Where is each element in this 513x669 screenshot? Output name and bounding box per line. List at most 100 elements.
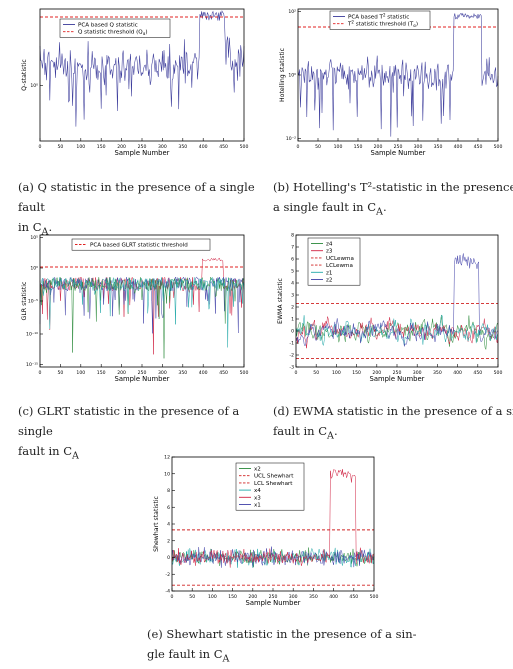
y-tick-label: 4 — [167, 522, 170, 528]
q-statistic-chart: 0 50 100 150 200 250 300 350 400 450 500 10⁰ Sample … — [21, 8, 249, 157]
legend-label: LCL Shewhart — [254, 481, 293, 487]
x-tick-label: 0 — [39, 144, 42, 150]
caption-a: (a) Q statistic in the presence of a sin… — [18, 177, 268, 242]
x-tick-label: 250 — [138, 370, 147, 376]
y-tick-label: 10 — [164, 471, 170, 477]
legend-b — [329, 10, 431, 30]
legend-c — [71, 238, 211, 251]
y-tick-label: 10⁻⁵ — [28, 299, 38, 305]
caption-e-line1: (e) Shewhart statistic in the presence o… — [147, 627, 417, 641]
x-tick-label: 400 — [453, 370, 462, 376]
x-tick-label: 250 — [394, 144, 403, 150]
chart-panel-c: 0 50 100 150 200 250 300 350 400 450 500 10⁵ 10⁰ 10⁻⁵… — [20, 229, 252, 387]
y-tick-label: 10⁰ — [30, 83, 38, 89]
hotelling-statistic-line — [297, 12, 499, 137]
glrt-statistic-line — [39, 277, 245, 348]
x-tick-label: 300 — [158, 144, 167, 150]
legend-d — [307, 237, 361, 286]
y-tick-label: 10⁰ — [30, 266, 38, 272]
x-tick-label: 500 — [240, 144, 249, 150]
y-tick-label: 12 — [164, 455, 170, 461]
y-tick-label: 5 — [291, 269, 294, 275]
legend-label: z3 — [326, 249, 333, 255]
x-tick-label: 350 — [434, 144, 443, 150]
x-tick-label: 500 — [370, 594, 379, 600]
x-tick-label: 350 — [309, 594, 318, 600]
y-axis-label: Shewhart statistic — [153, 496, 160, 552]
caption-d: (d) EWMA statistic in the presence of a … — [273, 401, 513, 446]
legend-label: UCL Shewhart — [254, 474, 294, 480]
caption-b-line1: (b) Hotelling's T²-statistic in the pres… — [273, 180, 513, 194]
ewma-statistic-line — [295, 315, 499, 351]
x-tick-label: 500 — [494, 370, 503, 376]
x-tick-label: 50 — [189, 594, 195, 600]
x-tick-label: 200 — [372, 370, 381, 376]
y-tick-label: 1 — [291, 317, 294, 323]
caption-d-line1: (d) EWMA statistic in the presence of a … — [273, 404, 513, 418]
x-tick-label: 450 — [349, 594, 358, 600]
legend-label: LCLewma — [326, 263, 353, 269]
x-tick-label: 450 — [474, 144, 483, 150]
plot-frame — [39, 234, 245, 368]
y-tick-label: 10⁻¹⁵ — [26, 362, 38, 368]
x-tick-label: 150 — [228, 594, 237, 600]
x-tick-label: 0 — [295, 370, 298, 376]
y-tick-label: -2 — [165, 572, 170, 578]
x-tick-label: 150 — [97, 144, 106, 150]
x-tick-label: 300 — [413, 370, 422, 376]
x-tick-label: 450 — [219, 144, 228, 150]
glrt-statistic-line — [39, 257, 245, 355]
legend-label: UCLewma — [326, 256, 354, 262]
x-tick-label: 300 — [414, 144, 423, 150]
x-tick-label: 500 — [240, 370, 249, 376]
x-tick-label: 250 — [138, 144, 147, 150]
x-tick-label: 500 — [494, 144, 503, 150]
x-tick-label: 200 — [117, 144, 126, 150]
x-tick-label: 100 — [332, 370, 341, 376]
shewhart-statistic-line — [171, 469, 375, 568]
legend-label: z4 — [326, 242, 333, 248]
x-tick-label: 50 — [57, 144, 63, 150]
x-tick-label: 0 — [171, 594, 174, 600]
x-tick-label: 100 — [208, 594, 217, 600]
x-tick-label: 150 — [97, 370, 106, 376]
x-tick-label: 400 — [329, 594, 338, 600]
shewhart-statistic-line — [171, 546, 375, 568]
x-axis-label: Sample Number — [115, 375, 170, 383]
x-axis-label: Sample Number — [246, 599, 301, 607]
y-tick-label: -4 — [165, 589, 170, 595]
y-tick-label: 2 — [291, 305, 294, 311]
y-axis-label: GLR statistic — [21, 281, 28, 320]
y-tick-label: 0 — [167, 555, 170, 561]
legend-e — [235, 462, 305, 511]
q-statistic-line — [39, 10, 245, 127]
caption-c-line1: (c) GLRT statistic in the presence of a … — [18, 404, 240, 438]
caption-c-line2: fault in CA — [18, 444, 79, 462]
x-tick-label: 350 — [178, 370, 187, 376]
x-tick-label: 150 — [352, 370, 361, 376]
legend-label: PCA based T2 statistic — [348, 13, 409, 21]
y-tick-label: 10⁰ — [288, 73, 296, 79]
y-tick-label: 10⁻¹⁰ — [26, 332, 38, 338]
y-tick-label: 7 — [291, 245, 294, 251]
legend-label: x1 — [254, 503, 261, 509]
x-tick-label: 0 — [39, 370, 42, 376]
shewhart-statistic-chart: 0 50 100 150 200 250 300 350 400 450 500 -4 -2 0 2 4 6 8 1… — [153, 455, 379, 607]
y-tick-label: 10⁻² — [286, 136, 296, 142]
y-axis-label: Hotelling statistic — [279, 47, 286, 102]
y-tick-label: 6 — [291, 257, 294, 263]
x-tick-label: 350 — [433, 370, 442, 376]
legend-label: PCA based Q statistic — [78, 23, 138, 29]
x-tick-label: 400 — [199, 144, 208, 150]
y-tick-label: 8 — [291, 233, 294, 239]
y-tick-label: -3 — [289, 365, 294, 371]
x-tick-label: 100 — [334, 144, 343, 150]
legend-label: x2 — [254, 467, 261, 473]
legend-a — [59, 18, 171, 38]
x-tick-label: 200 — [117, 370, 126, 376]
caption-c: (c) GLRT statistic in the presence of a … — [18, 401, 268, 466]
legend-label: x3 — [254, 495, 261, 501]
caption-e: (e) Shewhart statistic in the presence o… — [147, 624, 427, 669]
x-tick-label: 50 — [315, 144, 321, 150]
y-tick-label: -2 — [289, 353, 294, 359]
